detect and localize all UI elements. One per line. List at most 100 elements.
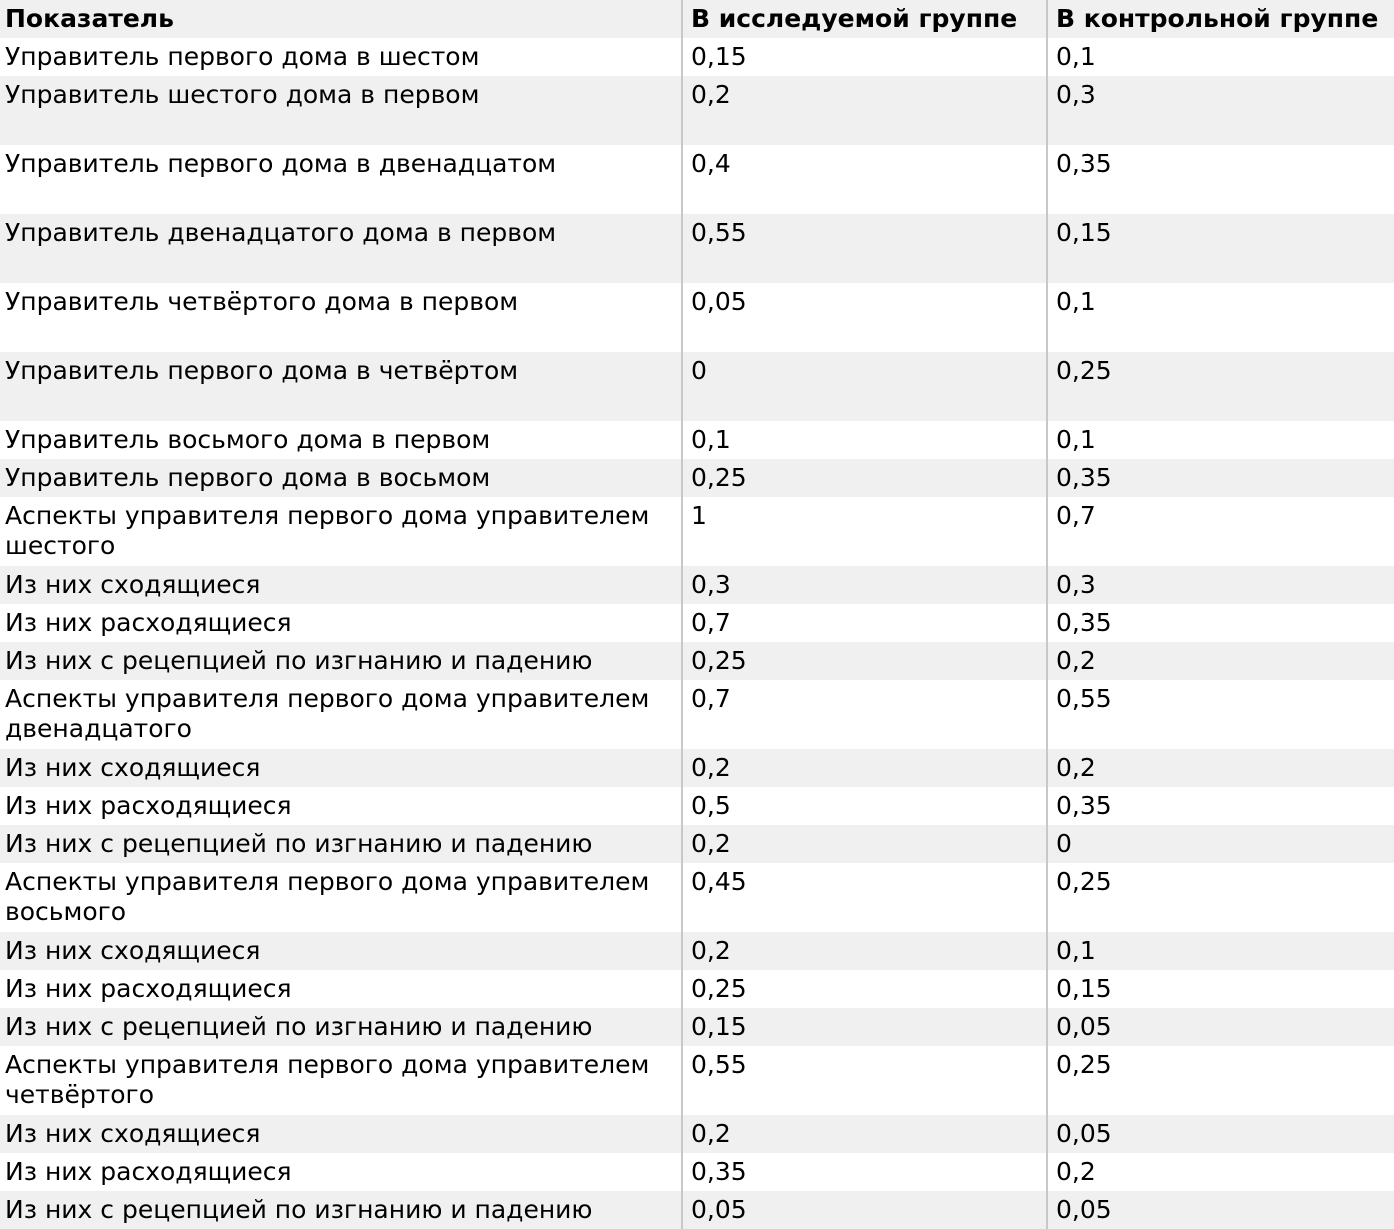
table-row: Управитель двенадцатого дома в первом 0,… xyxy=(0,214,1394,283)
study-group-value-cell: 0,2 xyxy=(681,1115,1047,1153)
study-group-value-cell: 0,55 xyxy=(681,214,1047,283)
study-group-value-cell: 0,2 xyxy=(681,749,1047,787)
control-group-value-cell: 0,2 xyxy=(1046,749,1394,787)
control-group-value-cell: 0,05 xyxy=(1046,1115,1394,1153)
indicator-cell: Из них с рецепцией по изгнанию и падению xyxy=(5,646,593,675)
control-group-value-cell: 0,35 xyxy=(1046,787,1394,825)
table-header: Показатель В исследуемой группе В контро… xyxy=(0,0,1394,38)
indicator-cell: Из них сходящиеся xyxy=(5,1119,261,1148)
table-body: Управитель первого дома в шестом 0,15 0,… xyxy=(0,38,1394,1229)
control-group-value-cell: 0,7 xyxy=(1046,497,1394,566)
table-row: Аспекты управителя первого дома управите… xyxy=(0,1046,1394,1115)
control-group-value-cell: 0,05 xyxy=(1046,1008,1394,1046)
control-group-value-cell: 0,25 xyxy=(1046,863,1394,932)
study-group-value-cell: 0,7 xyxy=(681,680,1047,749)
table-row: Управитель первого дома в четвёртом 0 0,… xyxy=(0,352,1394,421)
indicator-cell: Управитель первого дома в шестом xyxy=(5,42,480,71)
table-row: Из них расходящиеся 0,35 0,2 xyxy=(0,1153,1394,1191)
indicator-cell: Из них расходящиеся xyxy=(5,791,292,820)
indicator-cell: Управитель первого дома в двенадцатом xyxy=(5,149,557,178)
study-group-value-cell: 0,35 xyxy=(681,1153,1047,1191)
table-row: Из них с рецепцией по изгнанию и падению… xyxy=(0,642,1394,680)
study-group-value-cell: 0,25 xyxy=(681,970,1047,1008)
control-group-value-cell: 0,35 xyxy=(1046,604,1394,642)
table-row: Управитель первого дома в двенадцатом 0,… xyxy=(0,145,1394,214)
control-group-value-cell: 0,35 xyxy=(1046,459,1394,497)
study-group-value-cell: 0,2 xyxy=(681,932,1047,970)
table-row: Управитель первого дома в шестом 0,15 0,… xyxy=(0,38,1394,76)
indicator-cell: Из них расходящиеся xyxy=(5,974,292,1003)
indicator-cell: Аспекты управителя первого дома управите… xyxy=(5,867,650,926)
control-group-value-cell: 0,15 xyxy=(1046,970,1394,1008)
table-row: Из них сходящиеся 0,2 0,1 xyxy=(0,932,1394,970)
control-group-value-cell: 0,1 xyxy=(1046,38,1394,76)
table-row: Из них сходящиеся 0,3 0,3 xyxy=(0,566,1394,604)
indicator-cell: Управитель первого дома в восьмом xyxy=(5,463,491,492)
control-group-value-cell: 0,55 xyxy=(1046,680,1394,749)
table-row: Из них расходящиеся 0,7 0,35 xyxy=(0,604,1394,642)
study-group-value-cell: 0,15 xyxy=(681,1008,1047,1046)
control-group-value-cell: 0,1 xyxy=(1046,283,1394,352)
column-header-indicator: Показатель xyxy=(0,0,682,38)
study-group-value-cell: 0,2 xyxy=(681,825,1047,863)
indicator-cell: Из них с рецепцией по изгнанию и падению xyxy=(5,1012,593,1041)
table-row: Управитель четвёртого дома в первом 0,05… xyxy=(0,283,1394,352)
table-row: Аспекты управителя первого дома управите… xyxy=(0,863,1394,932)
control-group-value-cell: 0,2 xyxy=(1046,1153,1394,1191)
indicator-cell: Управитель восьмого дома в первом xyxy=(5,425,491,454)
study-group-value-cell: 0,5 xyxy=(681,787,1047,825)
study-group-value-cell: 0,3 xyxy=(681,566,1047,604)
study-group-value-cell: 0,45 xyxy=(681,863,1047,932)
table-row: Аспекты управителя первого дома управите… xyxy=(0,680,1394,749)
header-row: Показатель В исследуемой группе В контро… xyxy=(0,0,1394,38)
indicator-cell: Из них с рецепцией по изгнанию и падению xyxy=(5,829,593,858)
control-group-value-cell: 0,05 xyxy=(1046,1191,1394,1229)
control-group-value-cell: 0,35 xyxy=(1046,145,1394,214)
table-row: Из них сходящиеся 0,2 0,2 xyxy=(0,749,1394,787)
study-group-value-cell: 0,4 xyxy=(681,145,1047,214)
table-row: Из них с рецепцией по изгнанию и падению… xyxy=(0,825,1394,863)
table-row: Из них с рецепцией по изгнанию и падению… xyxy=(0,1191,1394,1229)
indicator-cell: Из них расходящиеся xyxy=(5,608,292,637)
column-header-study-group: В исследуемой группе xyxy=(681,0,1047,38)
study-group-value-cell: 0 xyxy=(681,352,1047,421)
indicator-cell: Из них сходящиеся xyxy=(5,936,261,965)
control-group-value-cell: 0,1 xyxy=(1046,421,1394,459)
control-group-value-cell: 0,25 xyxy=(1046,1046,1394,1115)
control-group-value-cell: 0,2 xyxy=(1046,642,1394,680)
table-row: Из них расходящиеся 0,5 0,35 xyxy=(0,787,1394,825)
indicator-cell: Из них сходящиеся xyxy=(5,753,261,782)
table-row: Из них расходящиеся 0,25 0,15 xyxy=(0,970,1394,1008)
study-group-value-cell: 0,55 xyxy=(681,1046,1047,1115)
table-row: Управитель первого дома в восьмом 0,25 0… xyxy=(0,459,1394,497)
study-group-value-cell: 0,1 xyxy=(681,421,1047,459)
control-group-value-cell: 0,3 xyxy=(1046,566,1394,604)
control-group-value-cell: 0,1 xyxy=(1046,932,1394,970)
indicator-cell: Аспекты управителя первого дома управите… xyxy=(5,501,650,560)
control-group-value-cell: 0 xyxy=(1046,825,1394,863)
study-group-value-cell: 0,05 xyxy=(681,1191,1047,1229)
indicator-cell: Управитель двенадцатого дома в первом xyxy=(5,218,557,247)
control-group-value-cell: 0,25 xyxy=(1046,352,1394,421)
study-group-value-cell: 0,05 xyxy=(681,283,1047,352)
study-group-value-cell: 1 xyxy=(681,497,1047,566)
study-group-value-cell: 0,15 xyxy=(681,38,1047,76)
indicator-cell: Из них расходящиеся xyxy=(5,1157,292,1186)
table-row: Из них с рецепцией по изгнанию и падению… xyxy=(0,1008,1394,1046)
indicator-cell: Управитель первого дома в четвёртом xyxy=(5,356,519,385)
study-group-value-cell: 0,25 xyxy=(681,459,1047,497)
indicator-cell: Управитель шестого дома в первом xyxy=(5,80,480,109)
indicator-cell: Аспекты управителя первого дома управите… xyxy=(5,684,650,743)
table-row: Управитель шестого дома в первом 0,2 0,3 xyxy=(0,76,1394,145)
indicator-cell: Из них с рецепцией по изгнанию и падению xyxy=(5,1195,593,1224)
table-row: Из них сходящиеся 0,2 0,05 xyxy=(0,1115,1394,1153)
control-group-value-cell: 0,15 xyxy=(1046,214,1394,283)
indicator-cell: Управитель четвёртого дома в первом xyxy=(5,287,519,316)
study-group-value-cell: 0,2 xyxy=(681,76,1047,145)
indicator-cell: Аспекты управителя первого дома управите… xyxy=(5,1050,650,1109)
table-row: Аспекты управителя первого дома управите… xyxy=(0,497,1394,566)
column-header-control-group: В контрольной группе xyxy=(1046,0,1394,38)
study-group-value-cell: 0,7 xyxy=(681,604,1047,642)
indicator-cell: Из них сходящиеся xyxy=(5,570,261,599)
